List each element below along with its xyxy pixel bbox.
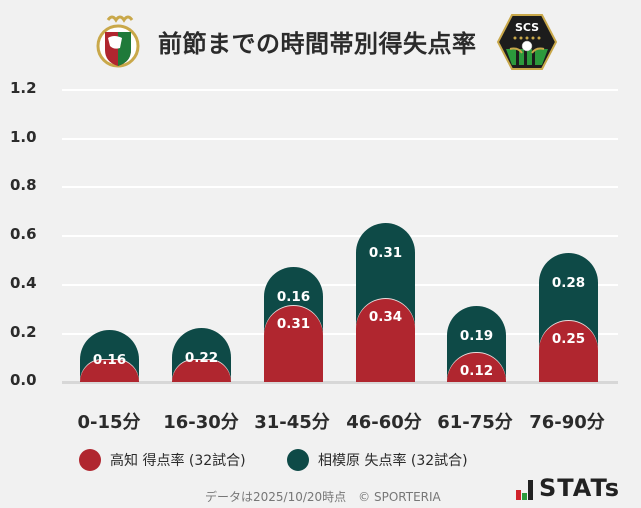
x-tick: 76-90分 bbox=[529, 412, 605, 433]
chart-title: 前節までの時間帯別得失点率 bbox=[158, 30, 477, 58]
stacked-bar: 0.19 0.12 bbox=[447, 306, 506, 382]
x-tick: 0-15分 bbox=[77, 412, 141, 433]
legend-label: 高知 得点率 (32試合) bbox=[110, 453, 246, 469]
y-tick: 0.4 bbox=[10, 274, 37, 292]
stacked-bar: 0.31 0.34 bbox=[356, 223, 415, 382]
x-tick: 46-60分 bbox=[346, 412, 422, 433]
stacked-bar: 0.16 bbox=[80, 330, 139, 382]
bar-segment-home bbox=[539, 320, 598, 382]
stacked-bar: 0.16 0.31 bbox=[264, 267, 323, 382]
y-tick: 1.0 bbox=[10, 128, 37, 146]
x-tick: 31-45分 bbox=[254, 412, 330, 433]
bar-value-home: 0.31 bbox=[276, 316, 311, 333]
x-tick: 61-75分 bbox=[437, 412, 513, 433]
sc-sagamihara-crest-icon: SCS bbox=[496, 14, 558, 70]
legend-dot-icon bbox=[79, 449, 101, 471]
brand-name: STATs bbox=[539, 474, 620, 502]
gridline bbox=[62, 138, 618, 140]
legend-item-away: 相模原 失点率 (32試合) bbox=[287, 449, 468, 471]
y-tick: 0.8 bbox=[10, 176, 37, 194]
y-tick: 0.0 bbox=[10, 371, 37, 389]
bar-segment-home bbox=[80, 360, 139, 382]
bar-value-home: 0.12 bbox=[459, 362, 494, 379]
gridline bbox=[62, 284, 618, 286]
bar-value-away: 0.31 bbox=[368, 245, 403, 262]
chart-header: 前節までの時間帯別得失点率 SCS bbox=[0, 0, 641, 82]
stats-brand: STATs bbox=[516, 476, 620, 500]
bar-chart-icon bbox=[516, 480, 534, 500]
gridline bbox=[62, 333, 618, 335]
x-axis-baseline bbox=[62, 381, 618, 384]
legend-dot-icon bbox=[287, 449, 309, 471]
svg-text:SCS: SCS bbox=[515, 21, 539, 34]
bar-segment-home bbox=[264, 306, 323, 382]
y-tick: 1.2 bbox=[10, 79, 37, 97]
gridline bbox=[62, 89, 618, 91]
bar-segment-home bbox=[356, 298, 415, 382]
stacked-bar: 0.22 bbox=[172, 328, 231, 382]
stacked-bar: 0.28 0.25 bbox=[539, 252, 598, 382]
y-tick: 0.6 bbox=[10, 225, 37, 243]
legend-item-home: 高知 得点率 (32試合) bbox=[79, 449, 246, 471]
bar-value-away: 0.19 bbox=[459, 328, 494, 345]
gridline bbox=[62, 186, 618, 188]
bar-value-home: 0.34 bbox=[368, 308, 403, 325]
bar-value-away: 0.28 bbox=[551, 274, 586, 291]
legend-label: 相模原 失点率 (32試合) bbox=[318, 453, 468, 469]
bar-value-away: 0.22 bbox=[184, 350, 219, 367]
bar-value-home: 0.25 bbox=[551, 330, 586, 347]
footer-note: データは2025/10/20時点 © SPORTERIA bbox=[205, 490, 441, 504]
bar-value-away: 0.16 bbox=[276, 289, 311, 306]
kochi-united-crest-icon bbox=[96, 15, 140, 68]
y-tick: 0.2 bbox=[10, 323, 37, 341]
x-tick: 16-30分 bbox=[163, 412, 239, 433]
gridline bbox=[62, 235, 618, 237]
bar-segment-home bbox=[172, 359, 231, 382]
bar-value-away: 0.16 bbox=[92, 352, 127, 368]
